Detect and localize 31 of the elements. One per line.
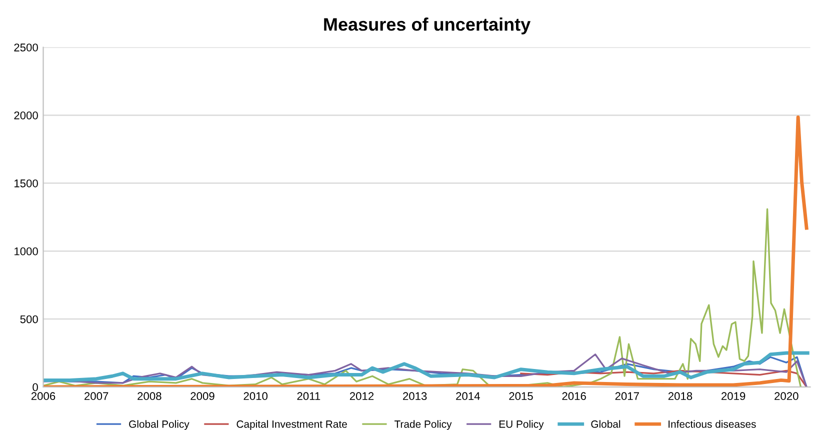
x-tick-label: 2007 bbox=[84, 392, 108, 400]
x-tick-label: 2008 bbox=[138, 392, 162, 400]
x-tick-label: 2006 bbox=[31, 392, 56, 400]
x-tick-label: 2013 bbox=[403, 392, 427, 400]
x-tick-label: 2009 bbox=[190, 392, 214, 400]
x-tick-label: 2011 bbox=[297, 392, 320, 400]
x-tick-label: 2020 bbox=[774, 392, 798, 400]
x-tick-label: 2015 bbox=[509, 392, 533, 400]
x-tick-label: 2018 bbox=[668, 392, 692, 400]
y-tick-label: 500 bbox=[20, 315, 38, 324]
legend-label: Trade Policy bbox=[394, 420, 452, 430]
y-tick-label: 2500 bbox=[14, 44, 38, 52]
legend-label: Global bbox=[591, 420, 620, 428]
legend-label: EU Policy bbox=[499, 420, 544, 430]
x-tick-label: 2017 bbox=[615, 392, 639, 400]
chart-title: Measures of uncertainty bbox=[324, 18, 531, 34]
legend-label: Infectious diseases bbox=[668, 420, 756, 428]
y-tick-label: 1000 bbox=[14, 247, 38, 256]
line-series bbox=[43, 351, 810, 382]
y-tick-label: 2000 bbox=[14, 112, 38, 120]
x-tick-label: 2012 bbox=[350, 392, 374, 400]
y-tick-label: 0 bbox=[32, 383, 38, 392]
legend-label: Capital Investment Rate bbox=[236, 420, 347, 430]
y-tick-label: 1500 bbox=[14, 179, 38, 188]
line-series bbox=[43, 116, 808, 387]
line-series bbox=[43, 208, 802, 387]
legend-label: Global Policy bbox=[129, 420, 190, 430]
x-tick-label: 2014 bbox=[456, 392, 480, 400]
x-tick-label: 2016 bbox=[562, 392, 586, 400]
x-tick-label: 2019 bbox=[722, 392, 746, 400]
x-tick-label: 2010 bbox=[244, 392, 268, 400]
